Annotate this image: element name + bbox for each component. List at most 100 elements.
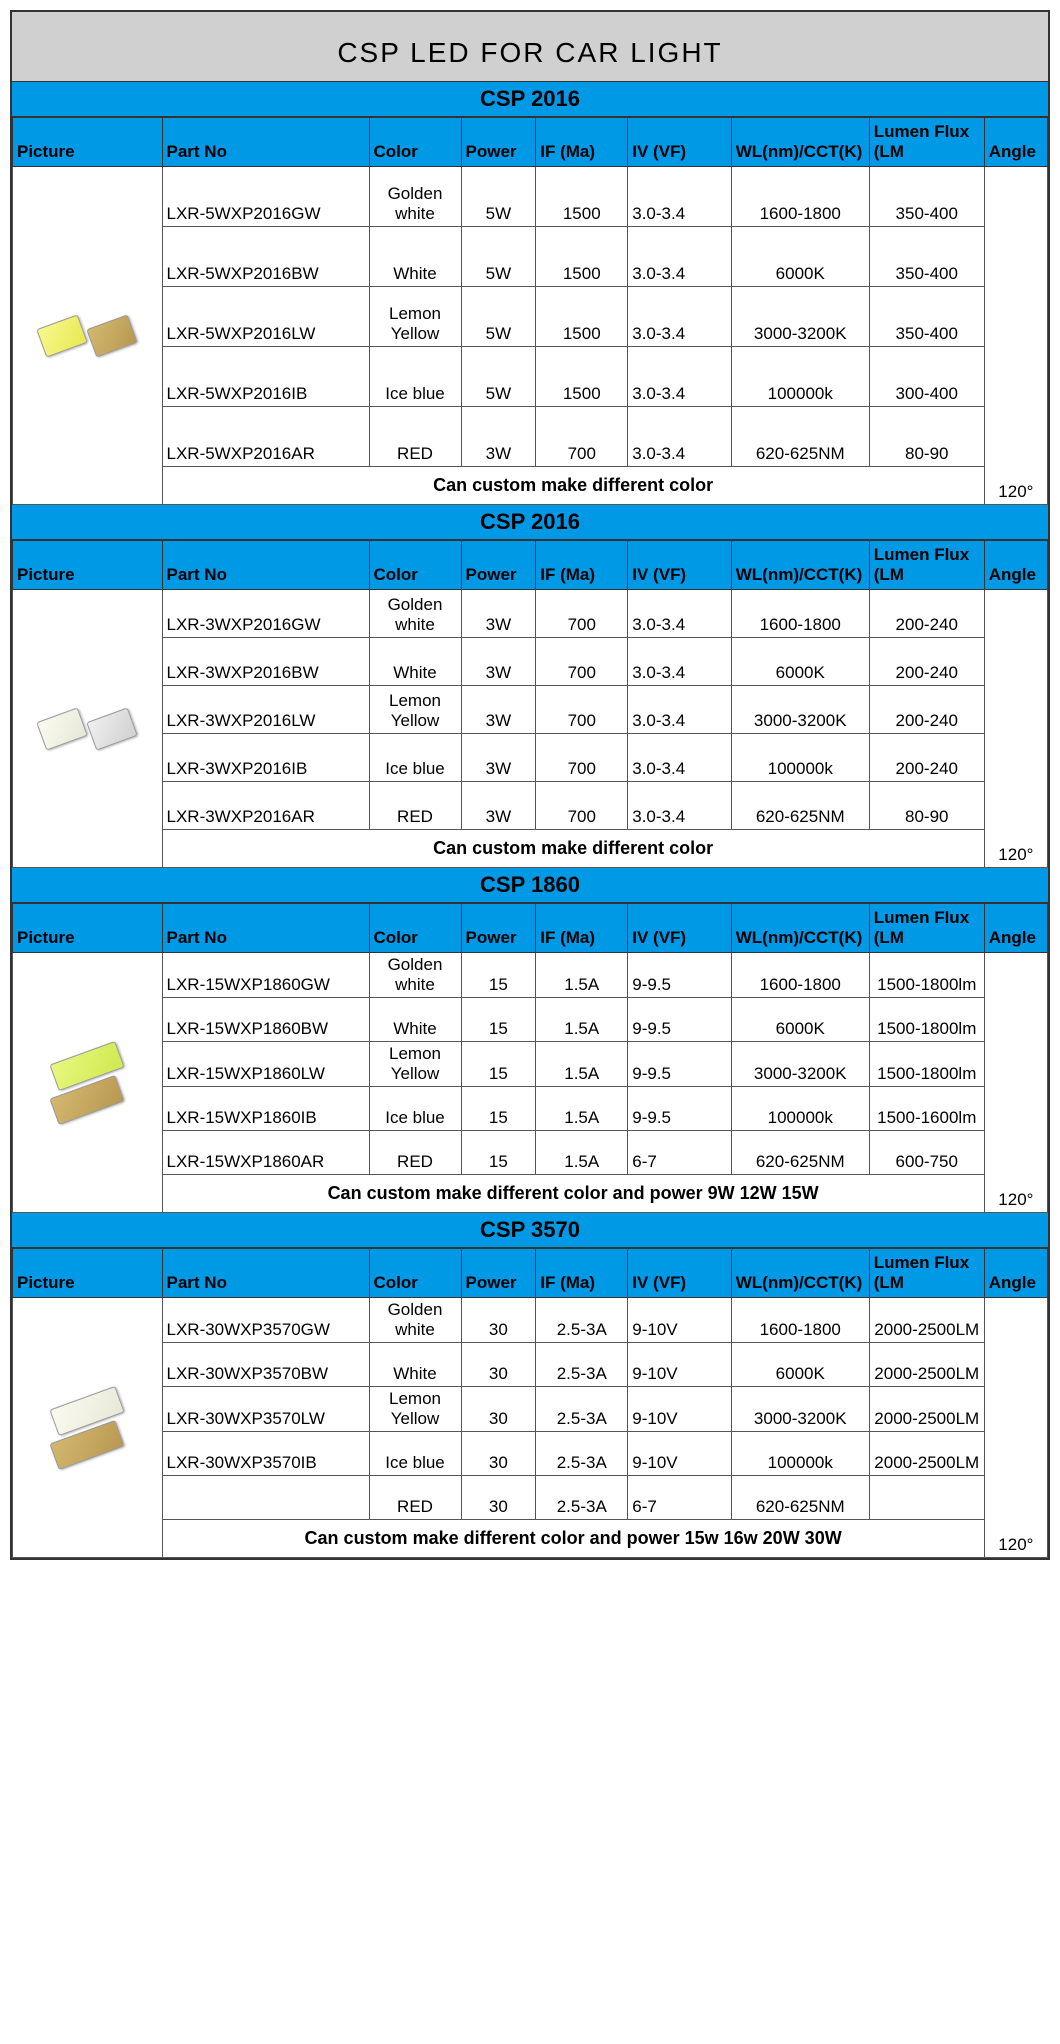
picture-cell (13, 590, 163, 868)
cell-lm: 200-240 (869, 590, 984, 638)
table-row: LXR-5WXP2016ARRED3W7003.0-3.4620-625NM80… (13, 407, 1048, 467)
cell-power: 3W (461, 686, 536, 734)
section-title: CSP 2016 (12, 505, 1048, 540)
cell-power: 5W (461, 227, 536, 287)
cell-part: LXR-30WXP3570IB (162, 1432, 369, 1476)
col-header-angle: Angle (984, 541, 1047, 590)
table-row: LXR-5WXP2016IBIce blue5W15003.0-3.410000… (13, 347, 1048, 407)
cell-lm: 2000-2500LM (869, 1432, 984, 1476)
col-header-lumen: Lumen Flux (LM (869, 1249, 984, 1298)
custom-note: Can custom make different color (162, 467, 984, 505)
cell-iv: 3.0-3.4 (628, 347, 732, 407)
section-title: CSP 1860 (12, 868, 1048, 903)
cell-wl: 3000-3200K (731, 287, 869, 347)
cell-wl: 620-625NM (731, 407, 869, 467)
col-header-wl: WL(nm)/CCT(K) (731, 118, 869, 167)
cell-part: LXR-5WXP2016LW (162, 287, 369, 347)
cell-color: Lemon Yellow (369, 686, 461, 734)
table-row: LXR-30WXP3570BWWhite302.5-3A9-10V6000K20… (13, 1343, 1048, 1387)
cell-wl: 6000K (731, 998, 869, 1042)
cell-part: LXR-3WXP2016AR (162, 782, 369, 830)
cell-if: 1500 (536, 167, 628, 227)
cell-part: LXR-3WXP2016LW (162, 686, 369, 734)
col-header-wl: WL(nm)/CCT(K) (731, 1249, 869, 1298)
cell-part: LXR-3WXP2016IB (162, 734, 369, 782)
cell-power: 30 (461, 1432, 536, 1476)
spec-table: PicturePart NoColorPowerIF (Ma)IV (VF)WL… (12, 903, 1048, 1213)
cell-wl: 620-625NM (731, 1131, 869, 1175)
cell-if: 700 (536, 686, 628, 734)
cell-power: 30 (461, 1387, 536, 1432)
angle-cell: 120° (984, 953, 1047, 1213)
cell-iv: 9-10V (628, 1298, 732, 1343)
cell-if: 2.5-3A (536, 1387, 628, 1432)
cell-part: LXR-15WXP1860LW (162, 1042, 369, 1087)
cell-wl: 6000K (731, 1343, 869, 1387)
cell-if: 700 (536, 590, 628, 638)
cell-wl: 1600-1800 (731, 590, 869, 638)
cell-if: 1.5A (536, 953, 628, 998)
cell-iv: 3.0-3.4 (628, 686, 732, 734)
cell-wl: 3000-3200K (731, 686, 869, 734)
cell-color: White (369, 638, 461, 686)
cell-part: LXR-3WXP2016BW (162, 638, 369, 686)
col-header-part_no: Part No (162, 118, 369, 167)
cell-wl: 620-625NM (731, 1476, 869, 1520)
custom-note: Can custom make different color and powe… (162, 1175, 984, 1213)
table-row: LXR-15WXP1860ARRED151.5A6-7620-625NM600-… (13, 1131, 1048, 1175)
cell-if: 700 (536, 782, 628, 830)
cell-lm: 1500-1800lm (869, 953, 984, 998)
col-header-lumen: Lumen Flux (LM (869, 118, 984, 167)
cell-wl: 1600-1800 (731, 167, 869, 227)
cell-if: 1.5A (536, 998, 628, 1042)
cell-iv: 9-9.5 (628, 998, 732, 1042)
cell-iv: 3.0-3.4 (628, 287, 732, 347)
cell-lm: 2000-2500LM (869, 1387, 984, 1432)
cell-part: LXR-15WXP1860BW (162, 998, 369, 1042)
table-row: LXR-30WXP3570GWGolden white302.5-3A9-10V… (13, 1298, 1048, 1343)
cell-if: 1500 (536, 227, 628, 287)
col-header-power: Power (461, 541, 536, 590)
col-header-picture: Picture (13, 118, 163, 167)
cell-wl: 3000-3200K (731, 1387, 869, 1432)
cell-color: Ice blue (369, 734, 461, 782)
cell-iv: 3.0-3.4 (628, 590, 732, 638)
cell-if: 2.5-3A (536, 1476, 628, 1520)
cell-if: 1.5A (536, 1087, 628, 1131)
cell-wl: 3000-3200K (731, 1042, 869, 1087)
cell-part: LXR-5WXP2016AR (162, 407, 369, 467)
cell-color: Golden white (369, 167, 461, 227)
cell-iv: 9-9.5 (628, 953, 732, 998)
cell-color: RED (369, 782, 461, 830)
cell-color: Ice blue (369, 1087, 461, 1131)
cell-part: LXR-5WXP2016GW (162, 167, 369, 227)
cell-iv: 3.0-3.4 (628, 638, 732, 686)
table-row: LXR-5WXP2016GWGolden white5W15003.0-3.41… (13, 167, 1048, 227)
table-row: LXR-15WXP1860GWGolden white151.5A9-9.516… (13, 953, 1048, 998)
cell-lm: 80-90 (869, 782, 984, 830)
cell-if: 2.5-3A (536, 1298, 628, 1343)
cell-iv: 9-9.5 (628, 1042, 732, 1087)
table-row: LXR-3WXP2016BWWhite3W7003.0-3.46000K200-… (13, 638, 1048, 686)
cell-color: RED (369, 1131, 461, 1175)
picture-cell (13, 167, 163, 505)
cell-part: LXR-5WXP2016BW (162, 227, 369, 287)
cell-if: 1500 (536, 287, 628, 347)
cell-power: 3W (461, 407, 536, 467)
cell-part: LXR-15WXP1860GW (162, 953, 369, 998)
cell-part: LXR-30WXP3570BW (162, 1343, 369, 1387)
table-row: LXR-3WXP2016LWLemon Yellow3W7003.0-3.430… (13, 686, 1048, 734)
led-chip-icon (36, 707, 88, 750)
col-header-color: Color (369, 541, 461, 590)
table-row: LXR-5WXP2016LWLemon Yellow5W15003.0-3.43… (13, 287, 1048, 347)
cell-color: White (369, 998, 461, 1042)
cell-part (162, 1476, 369, 1520)
col-header-power: Power (461, 1249, 536, 1298)
cell-power: 3W (461, 638, 536, 686)
cell-lm: 1500-1800lm (869, 1042, 984, 1087)
angle-cell: 120° (984, 590, 1047, 868)
table-row: LXR-30WXP3570LWLemon Yellow302.5-3A9-10V… (13, 1387, 1048, 1432)
cell-part: LXR-30WXP3570GW (162, 1298, 369, 1343)
table-row: RED302.5-3A6-7620-625NM (13, 1476, 1048, 1520)
picture-cell (13, 1298, 163, 1558)
